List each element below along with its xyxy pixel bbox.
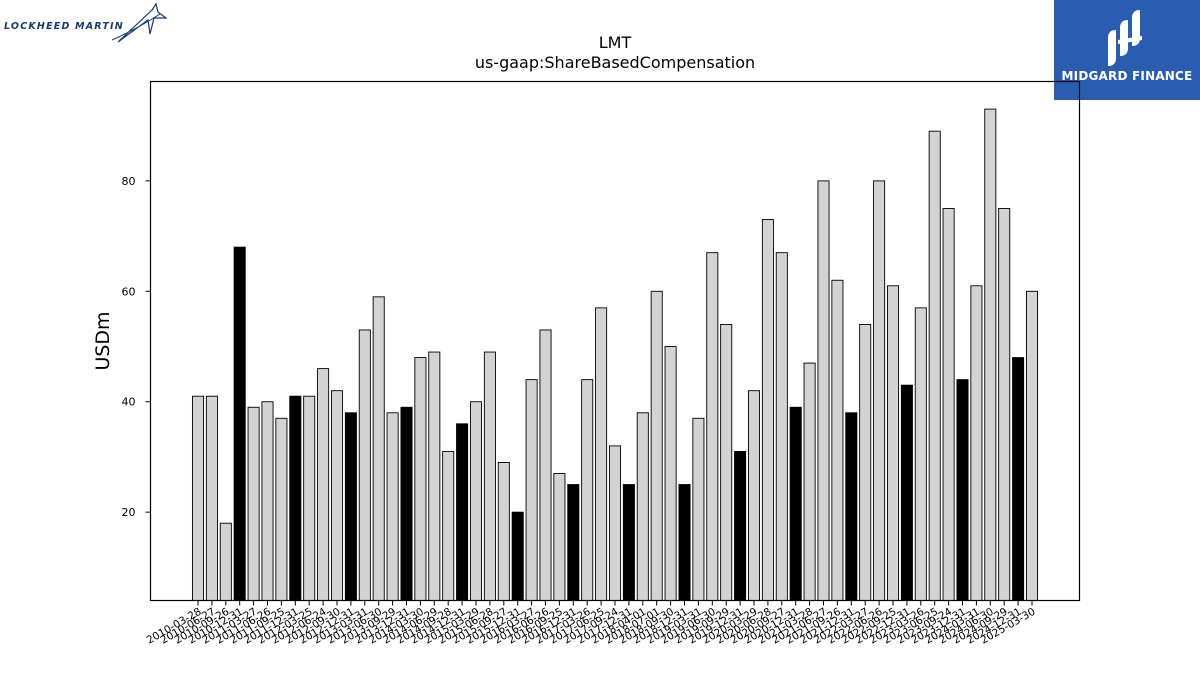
bar-2021-03-28: [803, 362, 816, 601]
bar-2010-06-27: [205, 395, 218, 601]
chart-subtitle: us-gaap:ShareBasedCompensation: [475, 53, 755, 72]
bar-2017-06-25: [595, 307, 608, 601]
bar-2018-09-30: [664, 346, 677, 601]
midgard-finance-text: MIDGARD FINANCE: [1061, 69, 1193, 83]
bar-2024-06-30: [984, 108, 997, 601]
bar-2011-03-27: [247, 406, 260, 601]
lockheed-martin-star-icon: LOCKHEED MARTIN: [4, 2, 168, 43]
bar-2025-03-30: [1025, 290, 1039, 601]
bar-2010-12-31: [233, 246, 246, 601]
bar-2014-12-31: [456, 423, 469, 601]
bar-2013-03-31: [358, 329, 371, 601]
bar-2012-06-24: [317, 368, 330, 601]
y-axis-ticks: 20 40 60 80: [122, 175, 151, 519]
bar-2023-12-31: [956, 379, 969, 601]
y-tick-label: 20: [122, 506, 136, 519]
bar-2018-04-01: [636, 412, 649, 601]
bar-2017-12-31: [622, 484, 635, 601]
bar-2020-06-28: [761, 219, 774, 601]
bar-2018-12-31: [678, 484, 691, 601]
bar-2022-03-27: [859, 323, 872, 601]
bar-2020-12-31: [789, 406, 802, 601]
bar-2020-03-29: [747, 390, 761, 601]
bars-group: [191, 108, 1039, 601]
bar-2022-12-31: [900, 384, 913, 601]
bar-2014-03-30: [414, 357, 427, 601]
bar-2011-09-25: [275, 417, 288, 601]
bar-2019-12-31: [734, 450, 747, 601]
bar-2012-12-31: [344, 412, 357, 601]
bar-2016-03-27: [525, 379, 538, 601]
bar-2020-09-27: [775, 252, 788, 601]
bar-2016-06-26: [539, 329, 552, 601]
bar-2014-09-28: [442, 450, 455, 601]
bar-2019-09-29: [720, 323, 733, 601]
bar-2021-06-27: [817, 180, 830, 601]
bar-2016-12-31: [567, 484, 580, 601]
bar-2018-07-01: [650, 290, 663, 601]
bar-2015-12-31: [511, 511, 524, 601]
bar-2021-12-31: [845, 412, 858, 601]
plot-frame: [149, 80, 1081, 602]
bar-2023-06-25: [928, 130, 941, 601]
bar-2024-03-31: [970, 285, 983, 601]
bar-2022-06-26: [873, 180, 886, 601]
midgard-finance-logo: MIDGARD FINANCE: [1054, 0, 1200, 100]
bar-2012-09-30: [330, 390, 344, 601]
bar-2013-06-30: [372, 296, 385, 601]
lockheed-martin-logo: LOCKHEED MARTIN: [0, 0, 175, 46]
bar-2014-06-29: [428, 351, 441, 601]
bar-2011-06-26: [261, 401, 274, 601]
bar-2010-09-26: [219, 522, 232, 601]
bar-2017-09-24: [608, 445, 622, 601]
bar-2016-09-25: [553, 473, 566, 601]
lockheed-logo-text: LOCKHEED MARTIN: [4, 21, 124, 32]
y-axis-label: USDm: [92, 311, 114, 370]
y-tick-label: 80: [122, 175, 136, 188]
bar-2021-09-26: [831, 279, 844, 601]
bar-2024-09-29: [998, 208, 1011, 601]
bar-2010-03-28: [191, 395, 205, 601]
midgard-finance-mark-icon: [1108, 10, 1142, 66]
bar-2022-09-25: [886, 285, 900, 601]
bar-2019-03-31: [692, 417, 705, 601]
bar-2015-03-29: [469, 401, 483, 601]
bar-2013-12-31: [400, 406, 413, 601]
y-tick-label: 60: [122, 285, 136, 298]
y-tick-label: 40: [122, 396, 136, 409]
bar-2023-03-26: [914, 307, 927, 601]
bar-2012-03-25: [303, 395, 316, 601]
bar-2017-03-26: [581, 379, 594, 601]
bar-2023-09-24: [942, 208, 955, 601]
bar-2019-06-30: [706, 252, 719, 601]
chart-title: LMT: [599, 33, 632, 52]
bar-2024-12-31: [1012, 357, 1025, 601]
x-axis-ticks: 2010-03-282010-06-272010-09-262010-12-31…: [145, 600, 1038, 647]
bar-2013-09-29: [386, 412, 399, 601]
bar-2015-09-27: [497, 462, 510, 601]
bar-2011-12-31: [289, 395, 302, 601]
bar-2015-06-28: [483, 351, 496, 601]
